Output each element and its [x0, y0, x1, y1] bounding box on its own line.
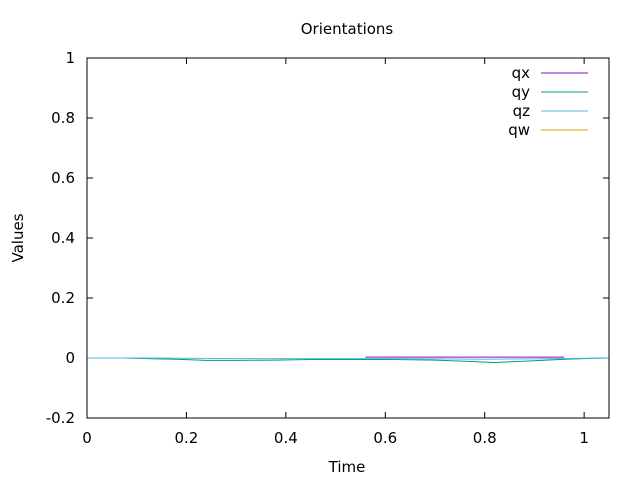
y-tick-label: 0.2 — [51, 289, 75, 307]
legend-label-qz: qz — [513, 102, 531, 120]
y-tick-label: 0.6 — [51, 169, 75, 187]
x-axis-label: Time — [328, 458, 366, 476]
legend-label-qx: qx — [512, 64, 531, 82]
y-tick-label: -0.2 — [46, 409, 75, 427]
x-tick-label: 1 — [579, 429, 589, 447]
x-tick-label: 0.2 — [174, 429, 198, 447]
y-axis-label: Values — [9, 213, 27, 262]
axis-ticks: -0.2 0 0.2 0.4 0.6 0.8 1 0 0.2 0.4 0.6 0.8 1 — [46, 49, 609, 447]
y-tick-label: 0.8 — [51, 109, 75, 127]
y-tick-label: 0.4 — [51, 229, 75, 247]
legend-label-qw: qw — [508, 121, 530, 139]
x-tick-label: 0.8 — [473, 429, 497, 447]
series-line-qy — [87, 357, 610, 364]
plot-frame — [86, 57, 610, 419]
series-layer — [87, 356, 610, 364]
x-tick-label: 0 — [82, 429, 92, 447]
y-tick-label: 0 — [65, 349, 75, 367]
series-line-qz — [87, 357, 610, 360]
chart-title: Orientations — [301, 20, 394, 38]
x-tick-label: 0.4 — [274, 429, 298, 447]
x-tick-label: 0.6 — [373, 429, 397, 447]
legend-label-qy: qy — [512, 83, 531, 101]
y-tick-label: 1 — [65, 49, 75, 67]
